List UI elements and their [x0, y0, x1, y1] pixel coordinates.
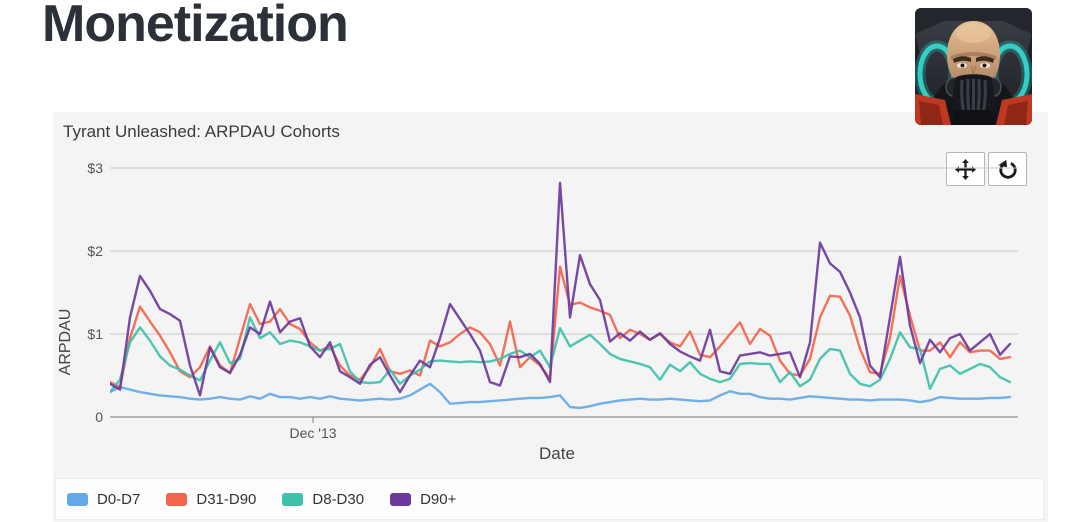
- y-tick-label-1: $1: [87, 326, 103, 342]
- x-tick-label: Dec '13: [289, 425, 337, 441]
- tyrant-unleashed-app-icon: [915, 8, 1032, 125]
- game-icon-art: [915, 8, 1032, 125]
- y-tick-label-3: $3: [87, 160, 103, 176]
- y-axis-title: ARPDAU: [57, 308, 74, 376]
- arpdau-chart-card: Tyrant Unleashed: ARPDAU Cohorts ARPDAU …: [53, 112, 1048, 522]
- legend-label-d31-d90: D31-D90: [196, 490, 257, 508]
- series-line-D0-D7: [110, 382, 1012, 410]
- x-axis-title: Date: [539, 444, 575, 463]
- chart-title: Tyrant Unleashed: ARPDAU Cohorts: [63, 122, 340, 141]
- reset-icon: [997, 157, 1017, 179]
- legend-item-d31-d90[interactable]: D31-D90: [166, 491, 256, 508]
- y-tick-label-0: 0: [95, 409, 103, 425]
- plot-area[interactable]: [110, 150, 1018, 428]
- legend-swatch-d0-d7: [67, 492, 88, 506]
- legend-item-d90plus[interactable]: D90+: [390, 491, 456, 508]
- legend-swatch-d8-d30: [282, 492, 304, 506]
- legend-label-d90plus: D90+: [420, 490, 457, 508]
- chart-toolbar: [946, 152, 1027, 186]
- y-tick-label-2: $2: [87, 243, 103, 259]
- series-line-D8-D30: [110, 316, 1012, 394]
- reset-tool-button[interactable]: [988, 152, 1027, 186]
- page-title: Monetization: [42, 0, 349, 53]
- chart-legend: D0-D7 D31-D90 D8-D30 D90+: [55, 478, 1044, 520]
- legend-label-d8-d30: D8-D30: [312, 490, 365, 508]
- legend-item-d0-d7[interactable]: D0-D7: [67, 491, 140, 508]
- series-line-D90+: [110, 181, 1012, 397]
- pan-tool-button[interactable]: [946, 152, 985, 186]
- pan-icon: [955, 158, 976, 180]
- legend-label-d0-d7: D0-D7: [97, 490, 141, 508]
- legend-item-d8-d30[interactable]: D8-D30: [282, 491, 364, 508]
- series-line-D31-D90: [110, 265, 1012, 389]
- legend-swatch-d90plus: [390, 492, 412, 506]
- legend-swatch-d31-d90: [166, 492, 188, 506]
